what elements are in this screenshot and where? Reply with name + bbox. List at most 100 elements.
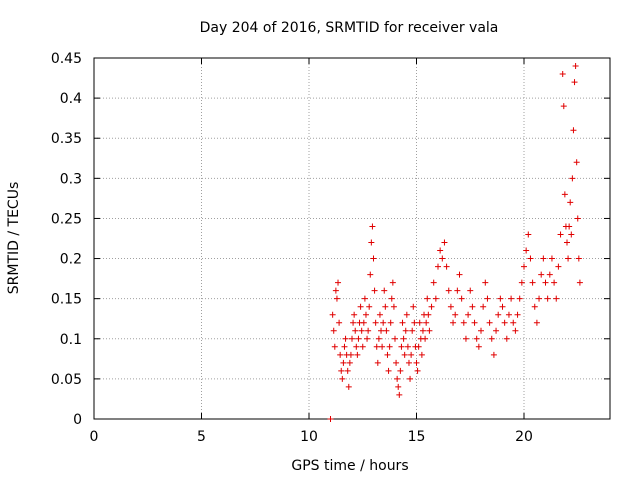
data-point [426, 327, 433, 334]
data-point [332, 287, 339, 294]
data-point [567, 199, 574, 206]
data-point [375, 335, 382, 342]
data-point [410, 303, 417, 310]
data-point [435, 263, 441, 270]
data-point [385, 367, 392, 374]
data-point [337, 351, 344, 358]
data-point [359, 343, 366, 350]
data-point [568, 231, 575, 238]
data-point [516, 295, 523, 302]
data-point [405, 359, 412, 366]
data-point [475, 343, 482, 350]
data-point [361, 295, 368, 302]
data-point [462, 335, 469, 342]
data-point [330, 327, 337, 334]
data-point [395, 383, 402, 390]
data-point [465, 311, 472, 318]
plot-frame [93, 57, 611, 420]
data-point [443, 263, 450, 270]
data-point [401, 351, 408, 358]
data-point [561, 191, 568, 198]
data-point [571, 79, 578, 86]
data-point [536, 295, 543, 302]
data-point [456, 271, 463, 278]
data-point [576, 279, 583, 286]
y-tick-label: 0.3 [60, 171, 82, 187]
data-point [368, 239, 375, 246]
y-tick-label: 0.35 [51, 131, 82, 147]
x-tick-label: 5 [197, 429, 206, 445]
data-point [428, 303, 435, 310]
data-point [508, 295, 515, 302]
data-point [518, 279, 525, 286]
data-point [418, 351, 425, 358]
data-point [367, 271, 374, 278]
data-point [564, 239, 570, 246]
data-point [381, 287, 388, 294]
data-point [542, 279, 549, 286]
data-point [397, 367, 404, 374]
data-point [345, 383, 352, 390]
data-point [394, 375, 401, 382]
data-point [396, 391, 403, 398]
data-point [353, 343, 360, 350]
data-point [369, 223, 376, 230]
data-point [559, 71, 566, 78]
data-point [364, 335, 371, 342]
data-point [569, 175, 576, 182]
data-point [407, 375, 414, 382]
data-point [341, 343, 348, 350]
data-point [575, 255, 582, 262]
y-tick-label: 0.25 [51, 211, 82, 227]
data-point [548, 255, 555, 262]
data-point [404, 343, 411, 350]
data-point [531, 303, 538, 310]
data-point [544, 295, 551, 302]
data-point [382, 303, 389, 310]
data-points [327, 63, 583, 422]
data-point [370, 255, 377, 262]
y-tick-label: 0.15 [51, 292, 82, 308]
data-point [570, 127, 577, 134]
data-point [447, 303, 454, 310]
data-point [355, 335, 362, 342]
data-point [525, 231, 532, 238]
data-point [505, 311, 512, 318]
data-point [514, 311, 521, 318]
data-point [497, 295, 504, 302]
data-point [362, 311, 369, 318]
data-point [393, 359, 400, 366]
data-point [350, 319, 357, 326]
data-point [400, 335, 407, 342]
data-point [546, 271, 553, 278]
data-point [495, 311, 502, 318]
data-point [484, 295, 491, 302]
chart-title: Day 204 of 2016, SRMTID for receiver val… [200, 20, 499, 36]
ticks: 0 5 10 15 20 0 0.05 0.1 0.15 0.2 0.25 0.3 0.35 0.4 0.4… [51, 51, 610, 445]
data-point [346, 359, 353, 366]
data-point [480, 303, 487, 310]
x-axis-title: GPS time / hours [291, 458, 408, 474]
grid [94, 58, 610, 419]
data-point [398, 343, 405, 350]
data-point [486, 319, 493, 326]
data-point [441, 239, 448, 246]
data-point [423, 319, 430, 326]
data-point [529, 279, 536, 286]
data-point [439, 255, 446, 262]
data-point [430, 279, 437, 286]
data-point [331, 343, 338, 350]
data-point [503, 335, 510, 342]
data-point [445, 287, 452, 294]
data-point [371, 287, 378, 294]
data-point [347, 351, 354, 358]
data-point [460, 319, 467, 326]
data-point [450, 319, 457, 326]
data-point [413, 359, 420, 366]
data-point [553, 295, 560, 302]
x-tick-label: 0 [90, 429, 99, 445]
data-point [354, 351, 361, 358]
data-point [357, 303, 364, 310]
data-point [360, 319, 367, 326]
data-point [414, 367, 421, 374]
